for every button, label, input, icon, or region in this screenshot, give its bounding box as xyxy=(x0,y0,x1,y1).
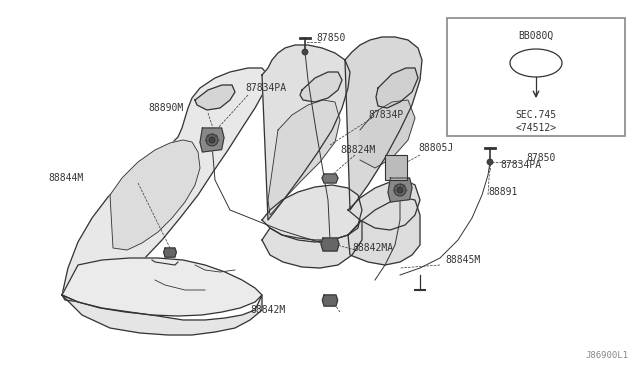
Text: 88824M: 88824M xyxy=(340,145,375,155)
Polygon shape xyxy=(195,85,235,110)
Circle shape xyxy=(302,49,308,55)
Text: SEC.745: SEC.745 xyxy=(515,110,557,120)
Text: J86900L1: J86900L1 xyxy=(585,351,628,360)
Ellipse shape xyxy=(209,137,215,143)
Text: 87834P: 87834P xyxy=(368,110,403,120)
Polygon shape xyxy=(300,72,342,102)
Polygon shape xyxy=(262,210,362,268)
Polygon shape xyxy=(262,45,350,220)
Ellipse shape xyxy=(397,187,403,193)
Polygon shape xyxy=(164,248,176,257)
Text: 88844M: 88844M xyxy=(48,173,83,183)
Polygon shape xyxy=(322,174,338,183)
Text: 87850: 87850 xyxy=(316,33,346,43)
Polygon shape xyxy=(323,295,338,306)
Ellipse shape xyxy=(394,184,406,196)
Polygon shape xyxy=(376,68,418,108)
Polygon shape xyxy=(200,128,224,152)
Polygon shape xyxy=(348,180,420,230)
Text: 88842M: 88842M xyxy=(250,305,285,315)
Polygon shape xyxy=(268,100,340,215)
Bar xyxy=(385,155,407,180)
Polygon shape xyxy=(62,295,262,335)
Text: 87850: 87850 xyxy=(526,153,556,163)
Polygon shape xyxy=(62,258,262,316)
Polygon shape xyxy=(62,68,268,302)
Text: 88890M: 88890M xyxy=(148,103,183,113)
Circle shape xyxy=(487,159,493,165)
Text: 88805J: 88805J xyxy=(418,143,453,153)
Text: 87834PA: 87834PA xyxy=(245,83,286,93)
Polygon shape xyxy=(345,37,422,210)
Ellipse shape xyxy=(206,134,218,146)
Text: BB080Q: BB080Q xyxy=(518,31,554,41)
Polygon shape xyxy=(110,140,200,250)
Text: 88891: 88891 xyxy=(488,187,517,197)
Polygon shape xyxy=(388,178,412,202)
Polygon shape xyxy=(360,100,415,168)
Text: <74512>: <74512> xyxy=(515,123,557,133)
Text: 88845M: 88845M xyxy=(445,255,480,265)
Text: 87834PA: 87834PA xyxy=(500,160,541,170)
Polygon shape xyxy=(262,185,362,240)
Polygon shape xyxy=(321,238,339,251)
Bar xyxy=(447,18,625,136)
Polygon shape xyxy=(348,198,420,265)
Text: 88842MA: 88842MA xyxy=(352,243,393,253)
